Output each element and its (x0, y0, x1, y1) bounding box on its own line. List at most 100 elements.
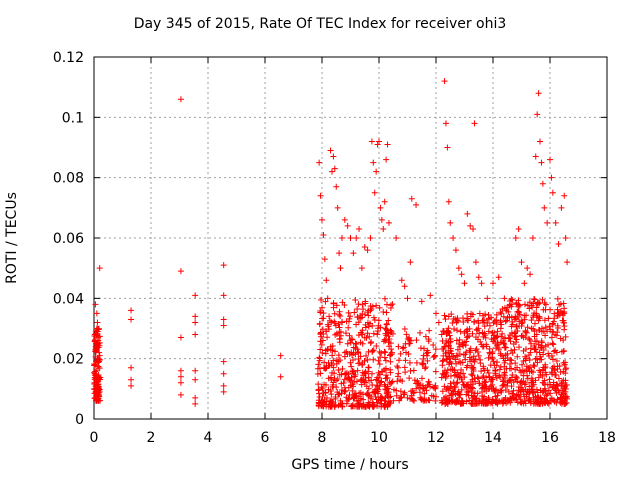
data-point (368, 377, 375, 384)
data-point (528, 317, 535, 324)
data-point (558, 400, 565, 407)
data-point (520, 357, 527, 364)
data-point (455, 340, 462, 347)
data-point (529, 369, 536, 376)
data-point (336, 371, 343, 378)
data-point (490, 280, 496, 287)
data-point (322, 365, 329, 372)
data-point (380, 308, 387, 315)
data-point (544, 219, 551, 226)
data-point (473, 326, 480, 333)
data-point (334, 389, 341, 396)
data-point (563, 393, 570, 400)
data-point (490, 319, 497, 326)
data-point (537, 344, 544, 351)
data-point (505, 388, 512, 395)
data-point (399, 378, 406, 385)
data-point (560, 359, 567, 366)
data-point (454, 369, 461, 376)
data-point (353, 235, 360, 241)
data-point (503, 307, 510, 314)
data-point (547, 326, 554, 333)
data-point (430, 354, 437, 361)
data-point (446, 355, 453, 362)
data-point (364, 330, 371, 337)
data-point (481, 378, 488, 385)
data-point (357, 339, 364, 346)
data-point (485, 354, 492, 361)
data-point (92, 361, 99, 368)
data-point (539, 180, 546, 187)
data-point (546, 381, 553, 388)
data-point (505, 378, 512, 385)
data-point (401, 391, 408, 398)
data-point (538, 159, 545, 166)
data-point (464, 381, 471, 388)
data-point (366, 333, 373, 340)
data-point (324, 334, 331, 341)
data-point (439, 358, 446, 365)
data-point (443, 373, 450, 380)
x-tick-label: 14 (484, 430, 502, 446)
data-point (406, 334, 413, 341)
data-point (463, 398, 470, 405)
data-point (453, 337, 460, 344)
data-point (542, 343, 549, 350)
data-point (342, 387, 349, 394)
data-point (432, 397, 439, 404)
data-point (363, 383, 370, 390)
data-point (430, 384, 437, 391)
data-point (344, 350, 351, 357)
data-point (349, 403, 356, 410)
data-point (536, 356, 543, 363)
data-point (441, 367, 448, 374)
data-point (499, 382, 506, 389)
data-point (515, 297, 522, 304)
data-point (519, 367, 526, 374)
data-point (410, 367, 417, 374)
data-point (549, 340, 556, 347)
data-point (518, 259, 525, 266)
data-point (444, 144, 451, 151)
data-point (453, 352, 460, 359)
data-point (562, 393, 569, 400)
data-point (543, 392, 550, 399)
data-point (500, 337, 507, 344)
data-point (375, 317, 382, 324)
data-point (524, 265, 531, 272)
data-point (507, 301, 514, 308)
data-point (347, 359, 354, 366)
data-point (442, 316, 449, 323)
data-point (406, 340, 413, 347)
data-point (525, 352, 532, 359)
data-point (328, 319, 335, 326)
data-point (432, 393, 439, 400)
data-point (561, 384, 568, 391)
data-point (92, 343, 99, 350)
data-point (453, 319, 460, 326)
data-point (532, 377, 539, 384)
data-point (509, 390, 516, 397)
data-point (545, 353, 552, 360)
data-point (550, 348, 557, 355)
data-point (517, 399, 524, 406)
data-point (419, 375, 426, 382)
data-point (192, 400, 199, 407)
data-point (562, 333, 569, 340)
data-point (526, 299, 533, 306)
data-point (522, 327, 529, 334)
data-point (364, 247, 371, 254)
data-point (355, 301, 362, 308)
data-point (490, 358, 497, 365)
data-point (277, 373, 284, 380)
data-point (338, 390, 345, 397)
data-point (95, 385, 102, 392)
data-point (485, 370, 492, 377)
data-point (431, 352, 438, 359)
data-point (91, 361, 98, 368)
data-point (330, 304, 337, 311)
data-point (454, 346, 461, 353)
data-point (378, 378, 385, 385)
data-point (463, 391, 470, 398)
